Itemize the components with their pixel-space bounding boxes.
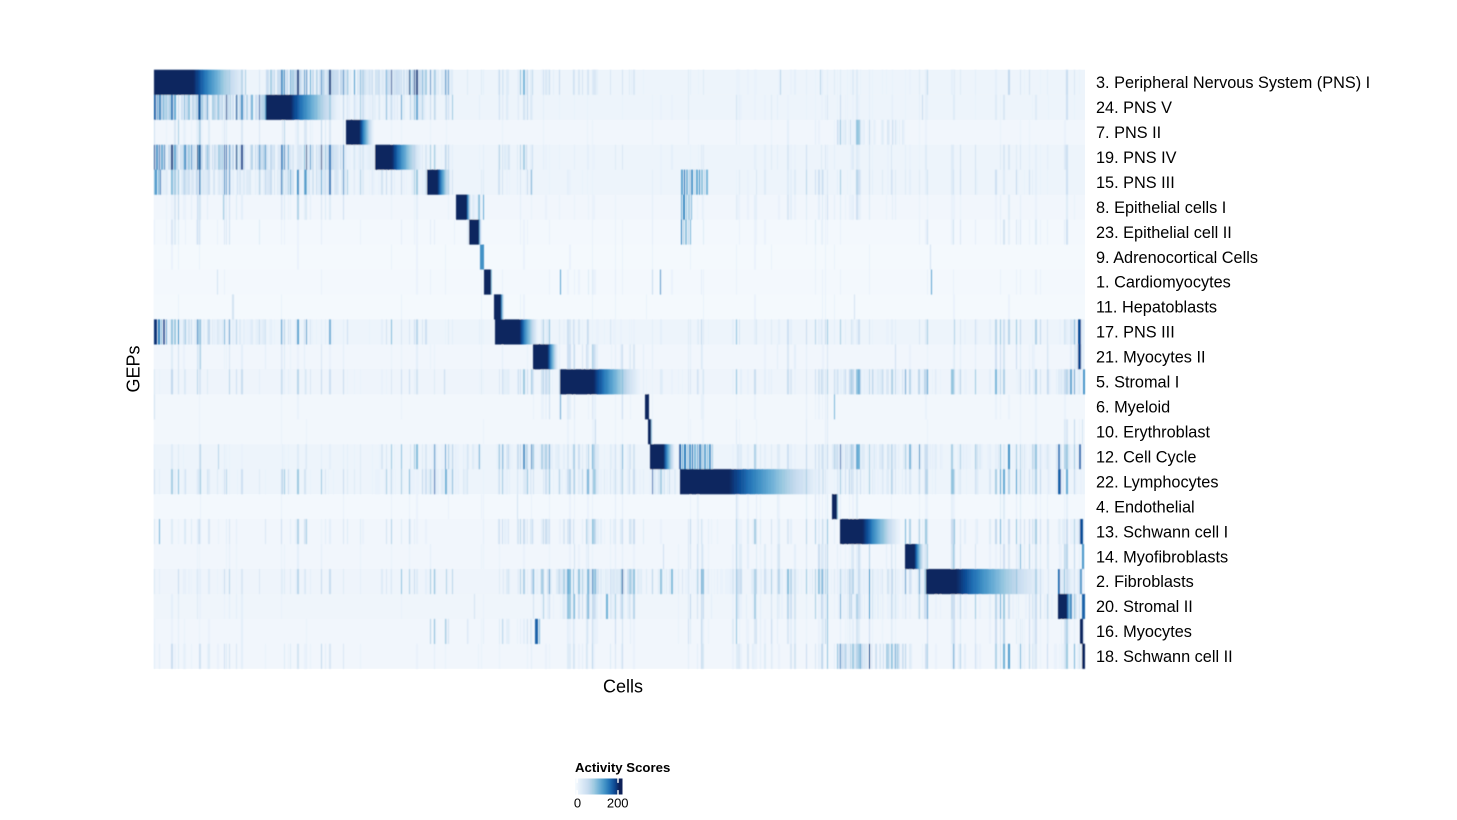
svg-text:9. Adrenocortical Cells: 9. Adrenocortical Cells [1096, 249, 1258, 267]
svg-text:19. PNS IV: 19. PNS IV [1096, 149, 1177, 167]
svg-text:20. Stromal II: 20. Stromal II [1096, 598, 1193, 616]
svg-text:4. Endothelial: 4. Endothelial [1096, 498, 1195, 516]
svg-text:12. Cell Cycle: 12. Cell Cycle [1096, 448, 1196, 466]
svg-text:15. PNS III: 15. PNS III [1096, 174, 1175, 192]
svg-text:GEPs: GEPs [124, 345, 144, 392]
svg-text:2. Fibroblasts: 2. Fibroblasts [1096, 573, 1194, 591]
svg-text:Cells: Cells [603, 677, 643, 697]
svg-text:23. Epithelial cell II: 23. Epithelial cell II [1096, 224, 1232, 242]
svg-text:16. Myocytes: 16. Myocytes [1096, 623, 1192, 641]
svg-text:17. PNS III: 17. PNS III [1096, 324, 1175, 342]
svg-text:1. Cardiomyocytes: 1. Cardiomyocytes [1096, 274, 1231, 292]
svg-text:5. Stromal I: 5. Stromal I [1096, 374, 1179, 392]
svg-text:14. Myofibroblasts: 14. Myofibroblasts [1096, 548, 1228, 566]
svg-text:200: 200 [607, 796, 629, 811]
svg-text:3. Peripheral Nervous System (: 3. Peripheral Nervous System (PNS) I [1096, 74, 1370, 92]
svg-text:7. PNS II: 7. PNS II [1096, 124, 1161, 142]
svg-text:11. Hepatoblasts: 11. Hepatoblasts [1096, 299, 1217, 317]
svg-text:21. Myocytes II: 21. Myocytes II [1096, 349, 1206, 367]
svg-text:10. Erythroblast: 10. Erythroblast [1096, 424, 1211, 442]
svg-text:0: 0 [574, 796, 581, 811]
svg-text:13. Schwann cell I: 13. Schwann cell I [1096, 523, 1228, 541]
svg-text:6. Myeloid: 6. Myeloid [1096, 399, 1170, 417]
svg-text:18. Schwann cell II: 18. Schwann cell II [1096, 648, 1233, 666]
svg-text:8. Epithelial cells I: 8. Epithelial cells I [1096, 199, 1226, 217]
svg-text:Activity Scores: Activity Scores [575, 760, 670, 775]
svg-text:22. Lymphocytes: 22. Lymphocytes [1096, 473, 1218, 491]
svg-text:24. PNS V: 24. PNS V [1096, 99, 1172, 117]
